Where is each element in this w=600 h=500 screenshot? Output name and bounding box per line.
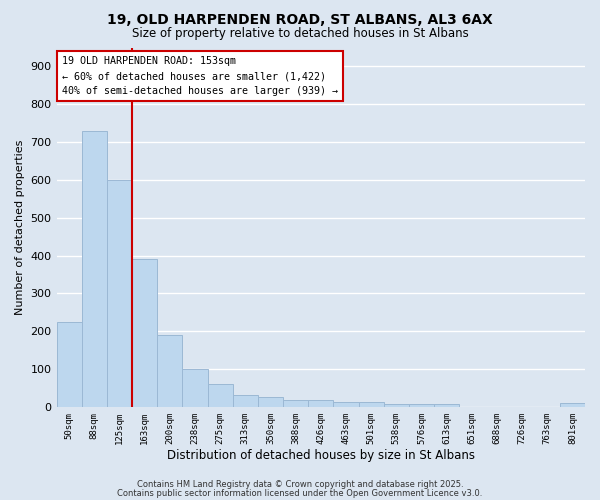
Bar: [182, 369, 208, 407]
Bar: [359, 402, 383, 407]
Text: Size of property relative to detached houses in St Albans: Size of property relative to detached ho…: [131, 28, 469, 40]
X-axis label: Distribution of detached houses by size in St Albans: Distribution of detached houses by size …: [167, 450, 475, 462]
Bar: [334, 402, 359, 407]
Bar: [208, 384, 233, 407]
Bar: [82, 130, 107, 407]
Bar: [107, 180, 132, 407]
Bar: [233, 396, 258, 407]
Bar: [308, 400, 334, 407]
Bar: [283, 400, 308, 407]
Bar: [434, 404, 459, 407]
Text: Contains HM Land Registry data © Crown copyright and database right 2025.: Contains HM Land Registry data © Crown c…: [137, 480, 463, 489]
Bar: [383, 404, 409, 407]
Y-axis label: Number of detached properties: Number of detached properties: [15, 140, 25, 315]
Bar: [56, 322, 82, 407]
Bar: [258, 398, 283, 407]
Text: 19, OLD HARPENDEN ROAD, ST ALBANS, AL3 6AX: 19, OLD HARPENDEN ROAD, ST ALBANS, AL3 6…: [107, 12, 493, 26]
Bar: [409, 404, 434, 407]
Bar: [560, 403, 585, 407]
Bar: [132, 260, 157, 407]
Bar: [157, 335, 182, 407]
Text: 19 OLD HARPENDEN ROAD: 153sqm
← 60% of detached houses are smaller (1,422)
40% o: 19 OLD HARPENDEN ROAD: 153sqm ← 60% of d…: [62, 56, 338, 96]
Text: Contains public sector information licensed under the Open Government Licence v3: Contains public sector information licen…: [118, 488, 482, 498]
